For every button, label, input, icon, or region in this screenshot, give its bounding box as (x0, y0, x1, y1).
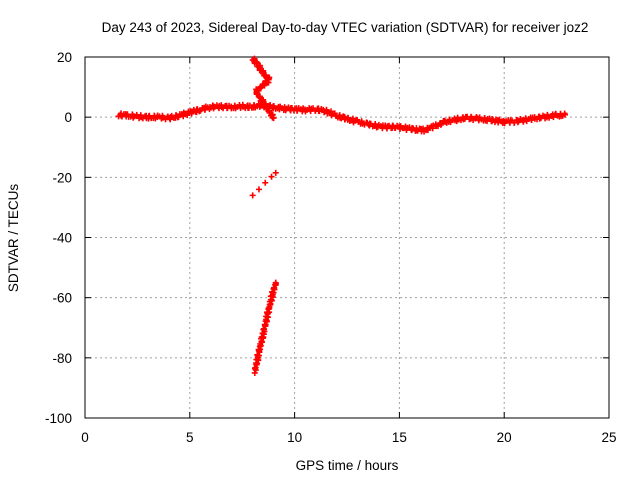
x-tick-label: 0 (81, 430, 89, 445)
series-lower-branch (251, 279, 279, 376)
y-tick-label: -60 (52, 291, 72, 306)
data-point (272, 169, 279, 176)
series-middle-branch (249, 169, 279, 199)
y-tick-label: -100 (45, 411, 72, 426)
x-tick-label: 20 (497, 430, 512, 445)
series-upper-branch (249, 55, 277, 122)
y-tick-labels: 20 0 -20 -40 -60 -80 -100 (45, 50, 72, 426)
data-point (262, 72, 269, 79)
x-tick-label: 10 (287, 430, 302, 445)
data-points (115, 55, 568, 376)
y-tick-label: 20 (57, 50, 72, 65)
data-point (257, 84, 264, 91)
x-tick-label: 15 (392, 430, 407, 445)
data-point (252, 365, 259, 372)
y-tick-label: -20 (52, 170, 72, 185)
y-tick-label: -80 (52, 351, 72, 366)
x-tick-labels: 0 5 10 15 20 25 (81, 430, 616, 445)
data-point (255, 186, 262, 193)
chart-title: Day 243 of 2023, Sidereal Day-to-day VTE… (102, 20, 589, 35)
data-point (249, 192, 256, 199)
grid-lines (85, 57, 609, 418)
data-point (270, 115, 277, 122)
series-main-trace (115, 101, 568, 135)
y-axis-label: SDTVAR / TECUs (6, 184, 21, 293)
data-point (256, 94, 263, 101)
data-point (268, 173, 275, 180)
y-tick-label: -40 (52, 231, 72, 246)
x-tick-label: 25 (601, 430, 616, 445)
data-point (561, 111, 568, 118)
x-tick-label: 5 (186, 430, 194, 445)
data-point (262, 179, 269, 186)
plot-frame (84, 56, 610, 419)
data-point (272, 279, 279, 286)
y-tick-label: 0 (64, 110, 72, 125)
data-point (254, 90, 261, 97)
x-axis-label: GPS time / hours (296, 458, 399, 473)
